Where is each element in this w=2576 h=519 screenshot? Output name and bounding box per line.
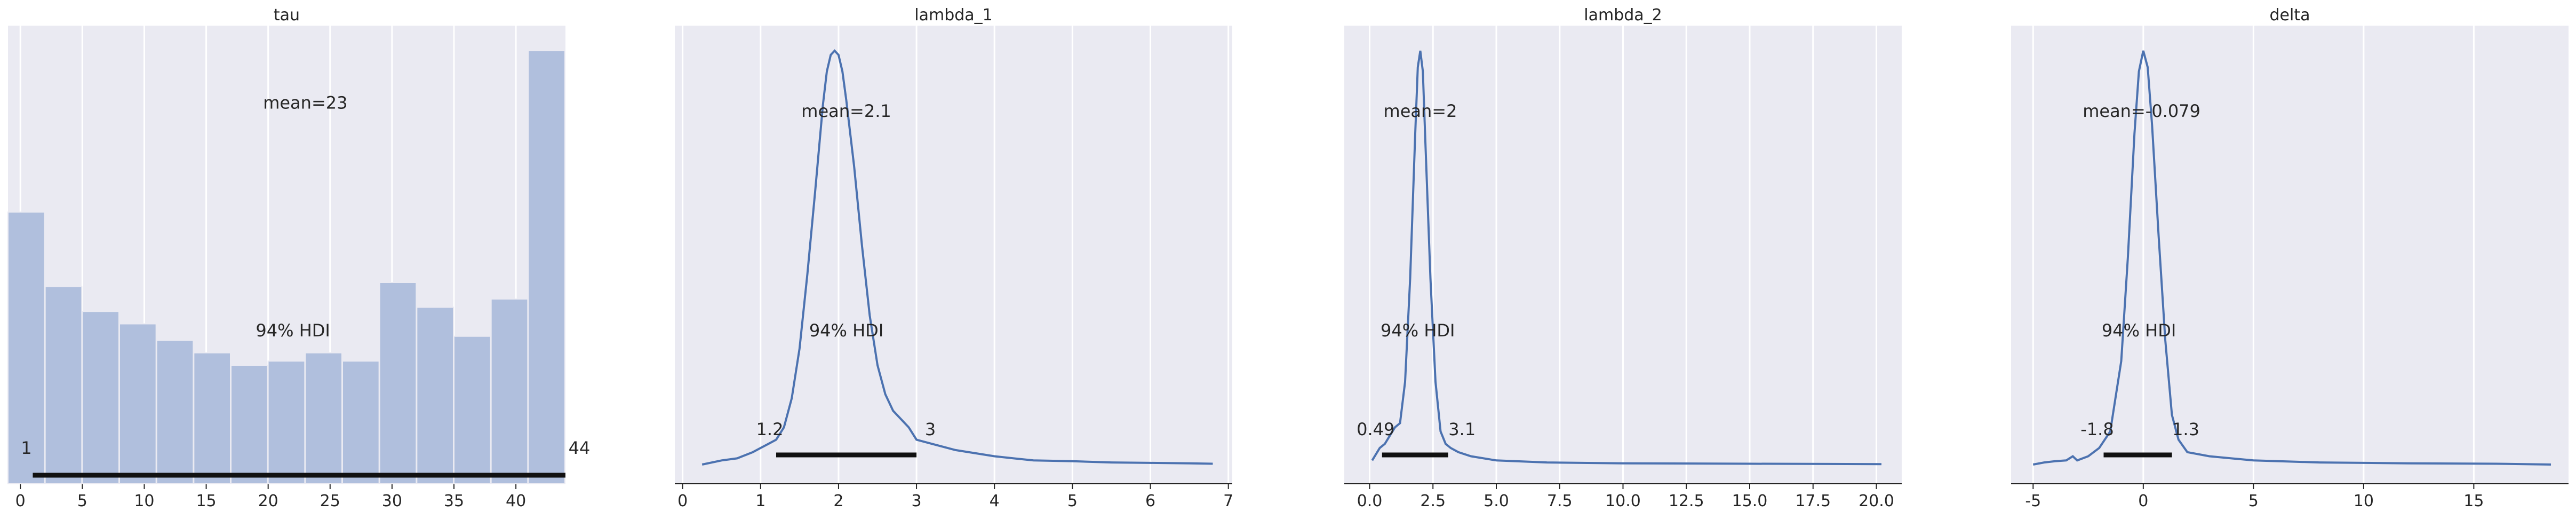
histogram-bar [119, 323, 157, 484]
hdi-label: 94% HDI [1381, 320, 1455, 341]
subplot-title: lambda_2 [1584, 6, 1662, 25]
x-tick-label: 2.5 [1420, 492, 1446, 510]
x-tick-label: 2 [833, 492, 843, 510]
histogram-bar [44, 286, 83, 484]
histogram-bar [7, 211, 45, 484]
subplot-lambda-1: lambda_1 0 1 2 3 4 5 6 7 1.2 3 94% HDI mean=2.1 [675, 6, 1233, 510]
x-tick-label: 1 [755, 492, 765, 510]
mean-label: mean=2 [1384, 101, 1457, 121]
subplot-delta: delta -5 0 5 10 15 -1.8 1.3 94% HDI mean=-0.079 [2011, 6, 2569, 510]
x-tick-label: 10 [2354, 492, 2374, 510]
histogram-bar [453, 335, 491, 484]
density-line [2032, 50, 2551, 466]
density-line [701, 49, 1213, 466]
hdi-label: 94% HDI [809, 320, 883, 341]
histogram-bar [416, 306, 454, 484]
x-tick-label: 5 [1067, 492, 1078, 510]
histogram-bar [305, 352, 342, 484]
subplot-title: lambda_1 [914, 6, 993, 25]
histogram-bar [342, 360, 380, 484]
hdi-high-label: 1.3 [2172, 419, 2199, 439]
x-tick-label: 6 [1145, 492, 1155, 510]
plot-area [675, 26, 1232, 484]
x-tick-label: 0.0 [1357, 492, 1383, 510]
plot-area [2011, 26, 2569, 484]
hdi-high-label: 3.1 [1448, 419, 1476, 439]
x-tick-label: 10 [134, 492, 154, 510]
x-tick-label: 0 [15, 492, 26, 510]
hdi-low-label: 1 [21, 438, 31, 458]
mean-label: mean=-0.079 [2083, 101, 2200, 121]
hdi-low-label: -1.8 [2080, 419, 2114, 439]
hdi-label: 94% HDI [256, 320, 330, 341]
x-tick-label: 15 [2463, 492, 2484, 510]
x-tick-label: 0 [677, 492, 688, 510]
subplot-lambda-2: lambda_2 0.0 2.5 5.0 7.5 10.0 12.5 15.0 17.5 20.0… [1344, 6, 1902, 510]
x-tick-label: 40 [506, 492, 526, 510]
histogram-bar [193, 352, 232, 484]
x-tick-label: 17.5 [1795, 492, 1831, 510]
x-tick-label: 3 [912, 492, 922, 510]
x-tick-label: 5.0 [1484, 492, 1509, 510]
x-tick-label: -5 [2025, 492, 2041, 510]
subplot-title: tau [274, 6, 300, 25]
histogram-bar [379, 282, 417, 484]
x-tick-label: 4 [990, 492, 1000, 510]
x-tick-label: 35 [444, 492, 464, 510]
histogram-bar [82, 311, 119, 484]
x-tick-label: 10.0 [1605, 492, 1641, 510]
x-tick-label: 5 [77, 492, 87, 510]
hdi-low-label: 0.49 [1357, 419, 1394, 439]
histogram-bar [267, 360, 306, 484]
histogram-bar [156, 340, 194, 484]
x-tick-label: 5 [2248, 492, 2259, 510]
x-tick-label: 15 [196, 492, 216, 510]
subplot-tau: tau 0 5 10 15 20 25 30 35 40 1 44 94% HDI mean=23 [7, 6, 591, 510]
x-tick-label: 7.5 [1547, 492, 1573, 510]
mean-label: mean=2.1 [801, 101, 891, 121]
x-tick-label: 30 [382, 492, 402, 510]
density-line [1371, 50, 1882, 466]
x-tick-label: 12.5 [1669, 492, 1704, 510]
subplot-title: delta [2270, 6, 2310, 25]
hdi-low-label: 1.2 [756, 419, 784, 439]
hdi-high-label: 3 [925, 419, 936, 439]
histogram-bar [230, 365, 268, 484]
x-tick-label: 20 [258, 492, 278, 510]
mean-label: mean=23 [263, 93, 347, 113]
x-tick-label: 20.0 [1859, 492, 1894, 510]
x-tick-label: 7 [1223, 492, 1233, 510]
hdi-high-label: 44 [569, 438, 591, 458]
histogram-bar [528, 50, 565, 484]
hdi-label: 94% HDI [2102, 320, 2176, 341]
x-tick-label: 0 [2138, 492, 2148, 510]
x-tick-label: 15.0 [1732, 492, 1768, 510]
x-tick-label: 25 [320, 492, 340, 510]
histogram-bar [490, 298, 529, 484]
